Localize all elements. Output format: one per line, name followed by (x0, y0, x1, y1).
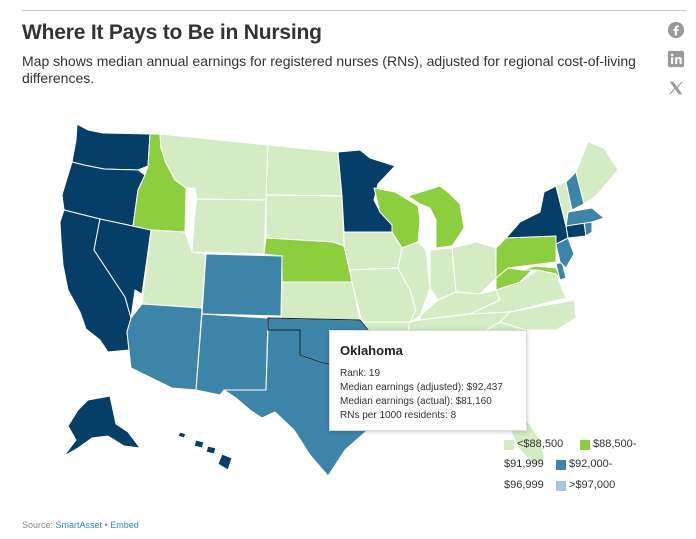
state-virginia[interactable] (469, 269, 567, 315)
state-wyoming[interactable] (191, 198, 267, 255)
state-maine[interactable] (575, 141, 619, 205)
state-hawaii-2[interactable] (193, 439, 205, 449)
legend-label-3a: $92,000- (569, 458, 613, 470)
source-prefix: Source: (22, 520, 56, 530)
tooltip-rns-per-1000: RNs per 1000 residents: 8 (340, 410, 457, 421)
tooltip-state-name: Oklahoma (340, 343, 403, 358)
state-alaska[interactable] (63, 395, 141, 457)
legend-swatch-2 (580, 440, 590, 450)
state-colorado[interactable] (201, 253, 283, 317)
state-hawaii-3[interactable] (205, 445, 217, 455)
state-north-dakota[interactable] (265, 144, 343, 197)
legend-swatch-4 (556, 481, 566, 491)
linkedin-icon[interactable] (664, 48, 688, 70)
state-tooltip: Oklahoma Rank: 19 Median earnings (adjus… (329, 330, 527, 431)
legend-label-3b: $96,999 (504, 479, 544, 491)
state-rhode-island[interactable] (583, 221, 593, 237)
state-hawaii-4[interactable] (217, 453, 233, 471)
source-separator: • (102, 520, 111, 530)
page-subtitle: Map shows median annual earnings for reg… (22, 53, 636, 86)
top-divider (22, 10, 686, 11)
legend-label-4: >$97,000 (569, 479, 616, 491)
tooltip-actual-earnings: Median earnings (actual): $81,160 (340, 396, 492, 407)
embed-link[interactable]: Embed (110, 520, 139, 530)
state-ohio[interactable] (451, 241, 497, 295)
legend-label-1: <$88,500 (517, 438, 564, 450)
legend-label-2a: $88,500- (593, 438, 637, 450)
tooltip-adjusted-earnings: Median earnings (adjusted): $92,437 (340, 382, 503, 393)
source-footer: Source: SmartAsset • Embed (22, 520, 139, 530)
state-indiana[interactable] (429, 247, 457, 301)
state-minnesota[interactable] (337, 149, 396, 233)
state-washington[interactable] (71, 123, 151, 171)
state-hawaii-1[interactable] (177, 431, 187, 439)
legend-swatch-3 (556, 460, 566, 470)
facebook-icon[interactable] (664, 19, 688, 41)
state-maryland[interactable] (521, 265, 565, 285)
legend-swatch-1 (504, 440, 514, 450)
legend-label-2b: $91,999 (504, 458, 544, 470)
state-michigan[interactable] (407, 185, 465, 249)
tooltip-rank: Rank: 19 (340, 368, 381, 379)
page-title: Where It Pays to Be in Nursing (22, 21, 322, 44)
state-new-mexico[interactable] (195, 313, 269, 396)
smartasset-link[interactable]: SmartAsset (55, 520, 103, 530)
state-arizona[interactable] (126, 303, 203, 391)
state-kansas[interactable] (280, 281, 361, 321)
x-icon[interactable] (664, 77, 688, 99)
state-iowa[interactable] (343, 231, 403, 271)
state-illinois[interactable] (397, 241, 431, 323)
